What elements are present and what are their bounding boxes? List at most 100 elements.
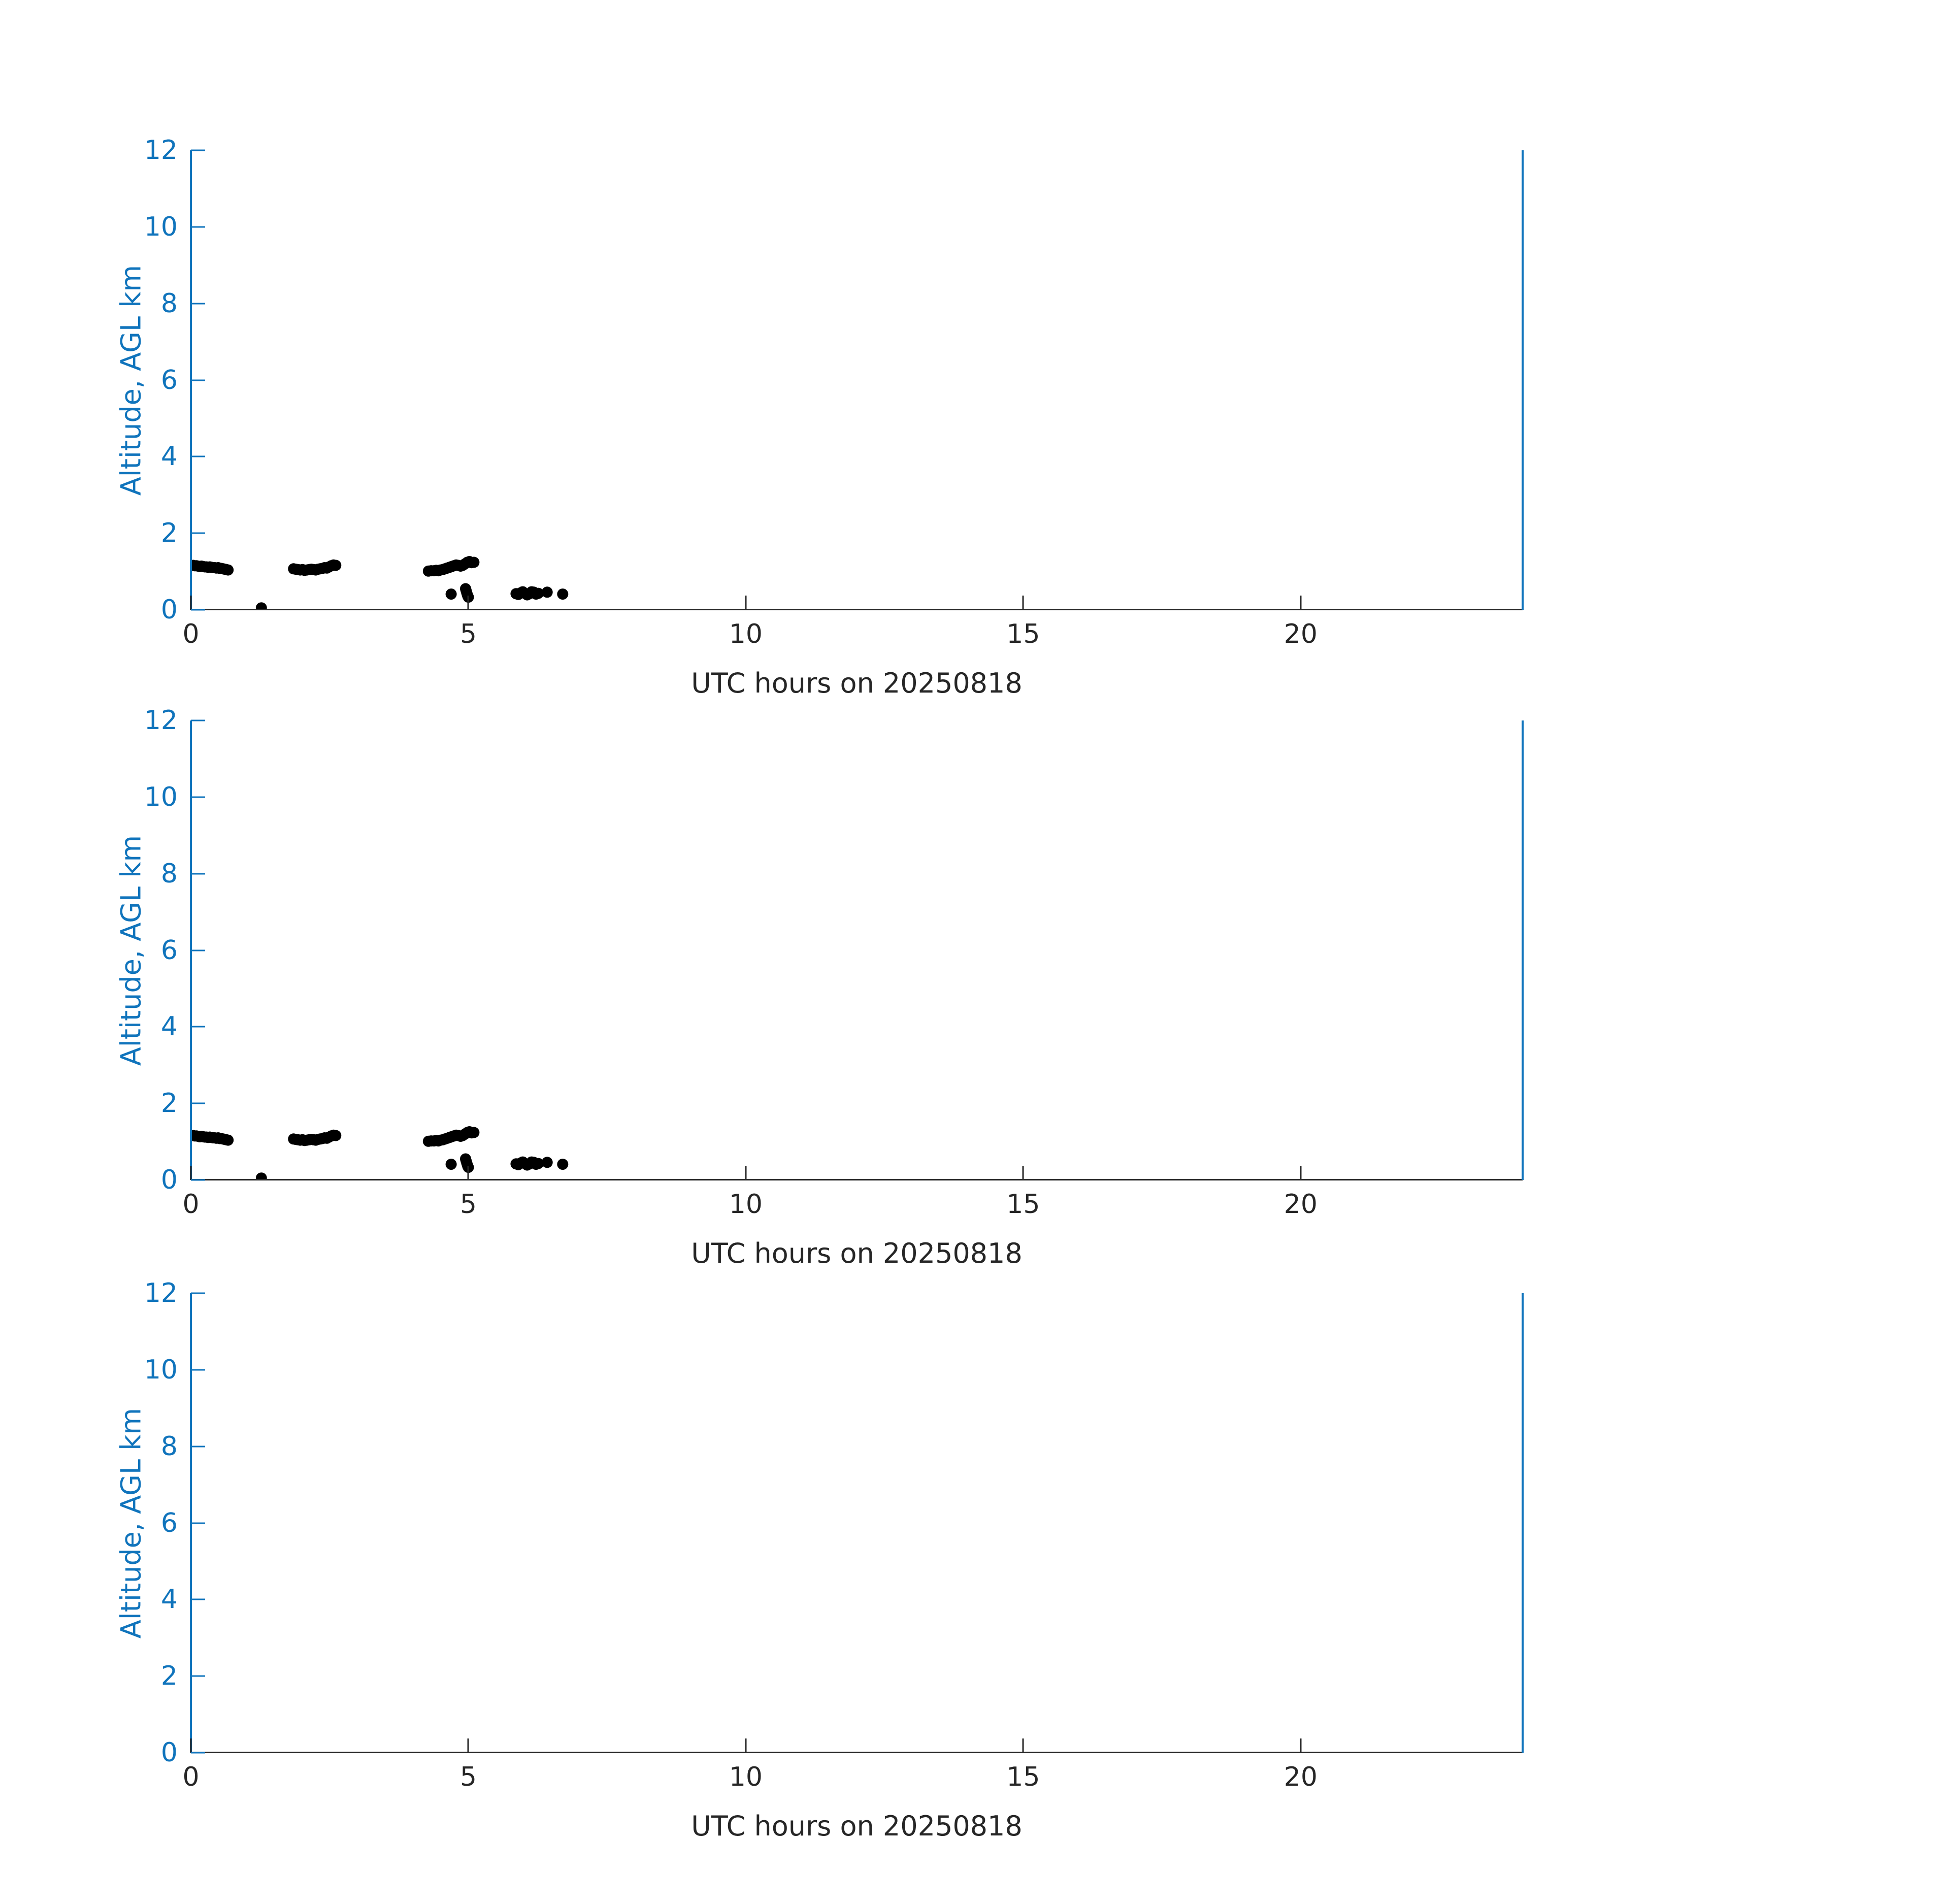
scatter-layer (191, 556, 569, 610)
data-point (533, 1158, 544, 1169)
y-tick-mark (191, 1026, 205, 1028)
y-axis-label: Altitude, AGL km (115, 1407, 147, 1638)
x-tick-mark (190, 1738, 192, 1753)
x-tick-mark (1022, 1166, 1024, 1180)
data-point (445, 588, 457, 600)
right-edge-line (1522, 720, 1524, 1180)
y-tick-label: 0 (160, 1737, 178, 1768)
y-tick-mark (191, 1598, 205, 1600)
y-tick-label: 0 (160, 595, 178, 625)
x-tick-label: 20 (1283, 1762, 1318, 1792)
y-tick-label: 2 (160, 518, 178, 549)
y-tick-label: 12 (144, 705, 178, 736)
data-point (222, 564, 234, 576)
x-tick-label: 15 (1006, 1189, 1040, 1220)
x-tick-mark (1022, 1738, 1024, 1753)
y-tick-label: 4 (160, 441, 178, 472)
x-tick-label: 5 (459, 619, 477, 649)
y-tick-label: 2 (160, 1661, 178, 1692)
y-tick-mark (191, 1369, 205, 1371)
x-tick-label: 10 (729, 1762, 763, 1792)
y-tick-mark (191, 455, 205, 457)
y-tick-mark (191, 1522, 205, 1524)
data-point (222, 1134, 234, 1146)
data-point (557, 588, 569, 600)
y-tick-label: 6 (160, 365, 178, 396)
subplot-2: Altitude, AGL km UTC hours on 20250818 0… (115, 707, 1524, 1269)
y-tick-mark (191, 1675, 205, 1677)
x-tick-label: 10 (729, 619, 763, 649)
x-tick-label: 0 (182, 1189, 200, 1220)
x-axis-label: UTC hours on 20250818 (691, 1810, 1023, 1842)
x-tick-mark (467, 1738, 469, 1753)
y-tick-mark (191, 949, 205, 951)
x-tick-mark (1300, 596, 1302, 610)
x-tick-label: 10 (729, 1189, 763, 1220)
x-axis-line (191, 609, 1523, 610)
x-tick-mark (1300, 1166, 1302, 1180)
x-tick-label: 0 (182, 619, 200, 649)
x-tick-mark (745, 1738, 747, 1753)
right-edge-line (1522, 1293, 1524, 1753)
x-tick-label: 5 (459, 1189, 477, 1220)
x-tick-mark (190, 1166, 192, 1180)
y-tick-label: 8 (160, 1431, 178, 1462)
y-tick-mark (191, 1446, 205, 1448)
x-axis-label: UTC hours on 20250818 (691, 1237, 1023, 1269)
x-tick-label: 15 (1006, 619, 1040, 649)
y-tick-mark (191, 1102, 205, 1104)
y-tick-label: 10 (144, 781, 178, 812)
x-tick-mark (1300, 1738, 1302, 1753)
data-point (541, 586, 553, 598)
subplot-1: Altitude, AGL km UTC hours on 20250818 0… (115, 137, 1524, 699)
data-point (445, 1159, 457, 1170)
data-point (557, 1159, 569, 1170)
y-tick-mark (191, 1179, 205, 1181)
scatter-layer (191, 1293, 1523, 1753)
y-tick-label: 10 (144, 1354, 178, 1385)
x-axis-line (191, 1752, 1523, 1753)
data-point (468, 556, 480, 568)
data-point (330, 1130, 342, 1141)
data-point (255, 1172, 267, 1180)
y-tick-label: 0 (160, 1165, 178, 1195)
x-tick-mark (467, 1166, 469, 1180)
y-tick-mark (191, 609, 205, 611)
y-tick-mark (191, 796, 205, 798)
y-tick-mark (191, 1752, 205, 1754)
x-tick-label: 15 (1006, 1762, 1040, 1792)
y-tick-label: 12 (144, 135, 178, 166)
y-tick-label: 12 (144, 1278, 178, 1308)
y-tick-mark (191, 873, 205, 875)
y-tick-label: 2 (160, 1088, 178, 1119)
y-tick-mark (191, 719, 205, 721)
y-tick-mark (191, 303, 205, 305)
y-tick-label: 4 (160, 1011, 178, 1042)
data-point (533, 587, 544, 599)
y-tick-mark (191, 532, 205, 534)
x-tick-mark (745, 596, 747, 610)
x-tick-label: 20 (1283, 1189, 1318, 1220)
y-tick-label: 8 (160, 858, 178, 889)
y-tick-label: 6 (160, 1507, 178, 1538)
y-tick-label: 8 (160, 288, 178, 319)
x-tick-mark (1022, 596, 1024, 610)
x-tick-mark (190, 596, 192, 610)
y-tick-mark (191, 226, 205, 228)
y-tick-label: 4 (160, 1584, 178, 1615)
right-edge-line (1522, 150, 1524, 610)
x-axis-label: UTC hours on 20250818 (691, 667, 1023, 699)
y-tick-label: 6 (160, 935, 178, 966)
x-axis-line (191, 1179, 1523, 1180)
y-tick-mark (191, 1292, 205, 1294)
subplot-3: Altitude, AGL km UTC hours on 20250818 0… (115, 1280, 1524, 1842)
y-tick-mark (191, 379, 205, 381)
y-axis-label: Altitude, AGL km (115, 835, 147, 1066)
data-point (330, 560, 342, 571)
x-tick-label: 0 (182, 1762, 200, 1792)
y-tick-label: 10 (144, 211, 178, 242)
x-tick-label: 20 (1283, 619, 1318, 649)
x-tick-mark (745, 1166, 747, 1180)
y-axis-label: Altitude, AGL km (115, 265, 147, 496)
